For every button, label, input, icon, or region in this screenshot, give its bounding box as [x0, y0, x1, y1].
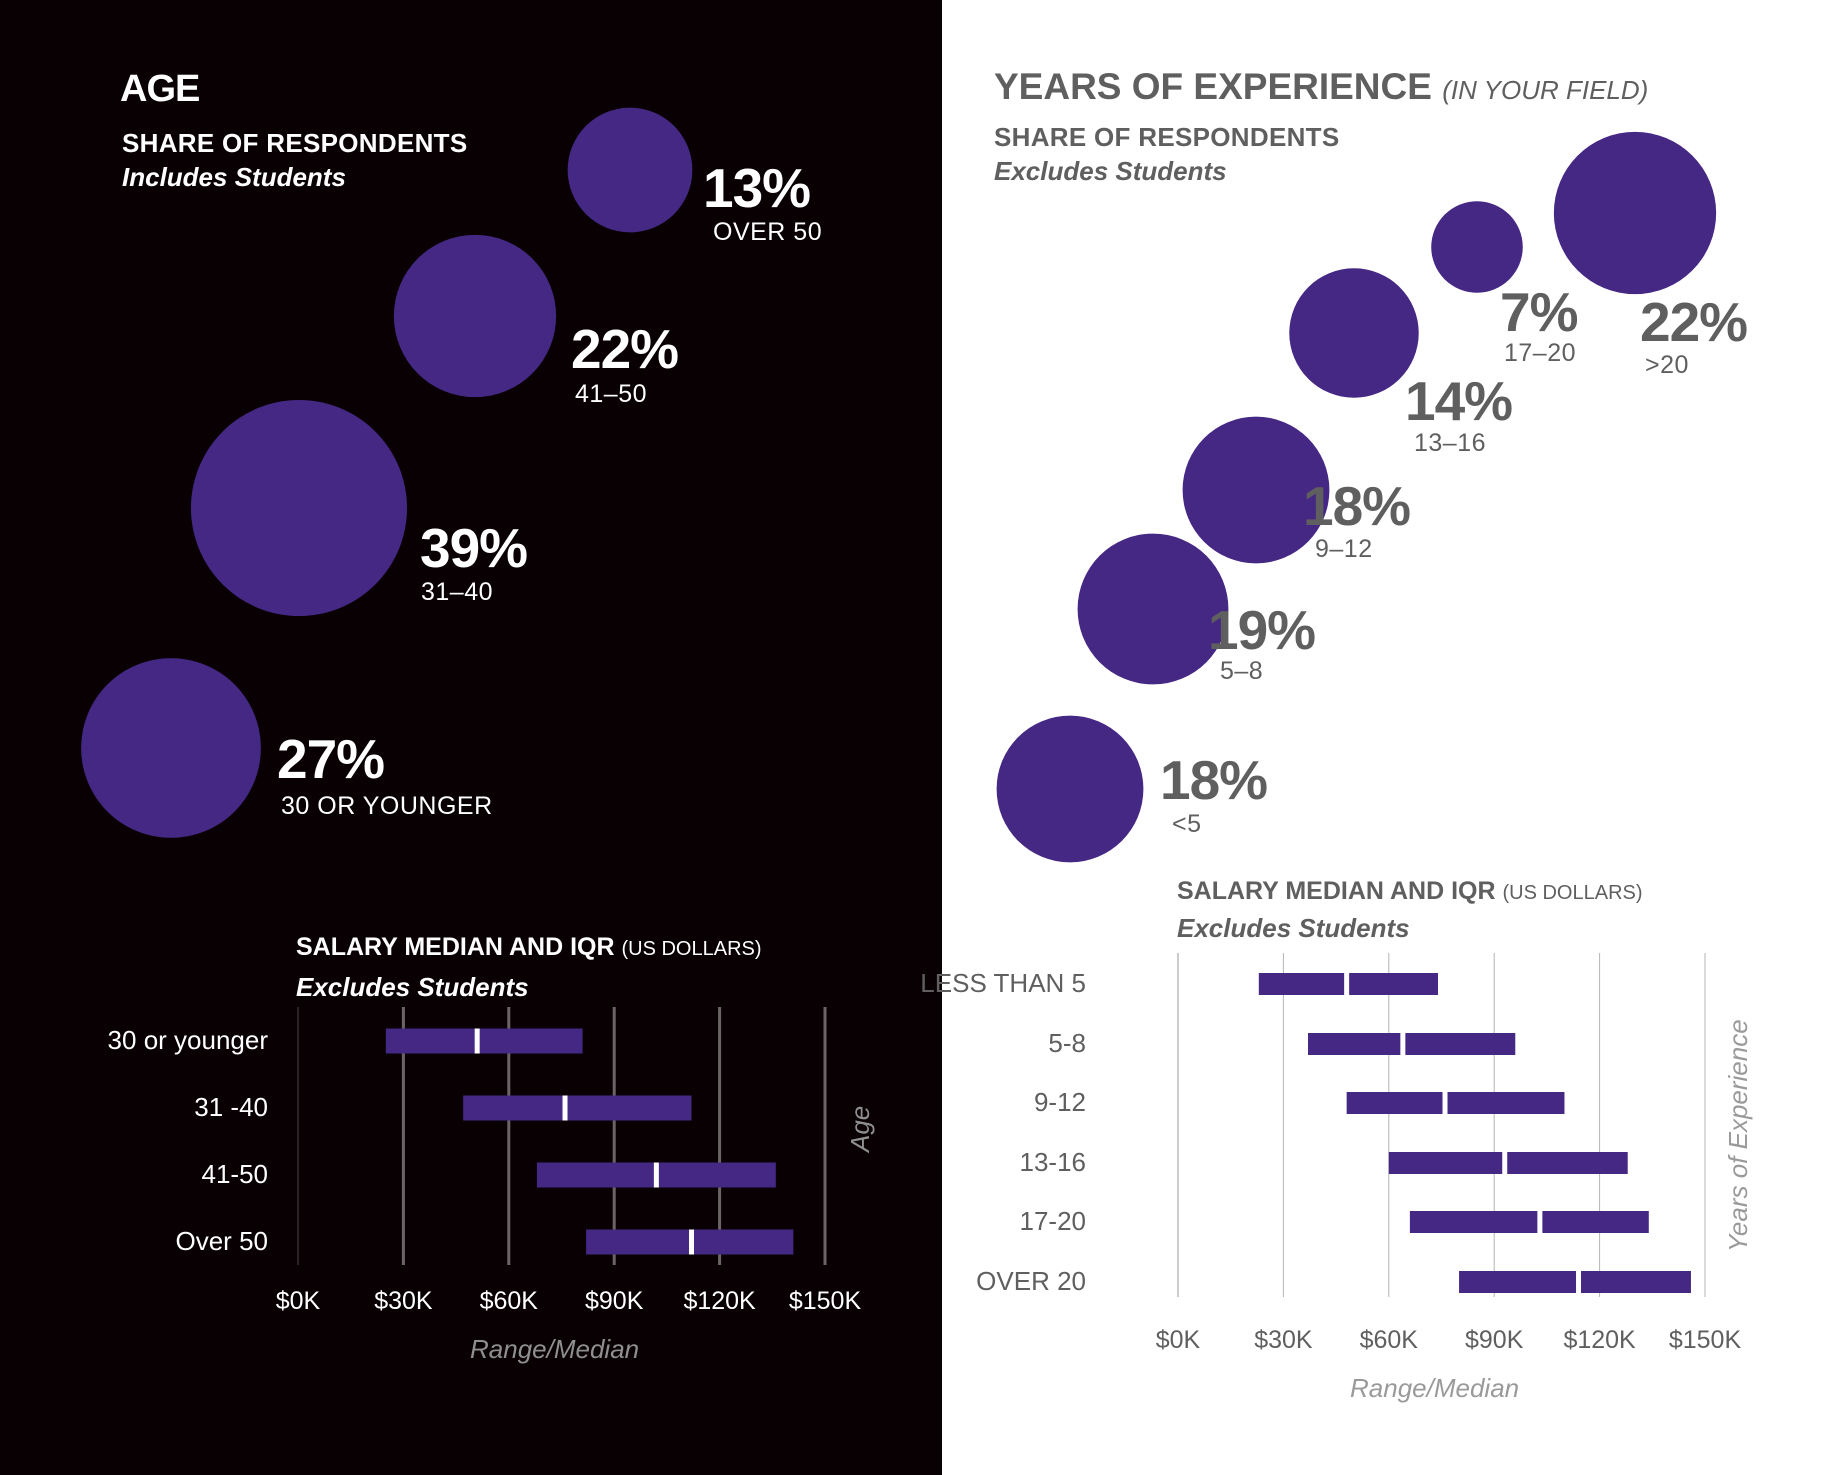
age-bubble-41-50 [393, 234, 557, 398]
age-note: Includes Students [122, 162, 346, 192]
exp-salary-bar-upper [1447, 1092, 1565, 1114]
exp-salary-bar-lower [1307, 1033, 1401, 1055]
age-salary-title-note: (US DOLLARS) [621, 938, 762, 960]
age-label-41-50: 41–50 [575, 380, 648, 408]
age-salary-iqr-bar [385, 1028, 583, 1054]
experience-title-note: (IN YOUR FIELD) [1442, 75, 1649, 105]
exp-bubble-over-20 [1553, 131, 1717, 295]
age-pct-30-or-younger: 27% [277, 728, 385, 790]
exp-label-13-16: 13–16 [1414, 429, 1487, 457]
exp-salary-row-label: 9-12 [1033, 1087, 1086, 1117]
exp-salary-title-main: SALARY MEDIAN AND IQR [1177, 877, 1496, 905]
age-salary-tick-label: $90K [584, 1287, 644, 1315]
age-salary-note: Excludes Students [296, 972, 529, 1002]
age-salary-ylabel: Age [845, 1105, 875, 1152]
exp-salary-row-label: 17-20 [1019, 1206, 1087, 1236]
age-salary-tick-label: $30K [374, 1287, 433, 1315]
age-salary-tick-label: $0K [275, 1287, 321, 1315]
age-label-over-50: OVER 50 [713, 218, 823, 246]
age-bubble-30-or-younger [81, 658, 261, 838]
exp-pct-9-12: 18% [1303, 475, 1411, 537]
age-pct-over-50: 13% [703, 157, 811, 219]
exp-salary-row-label: 13-16 [1019, 1147, 1087, 1177]
age-salary-median-marker [688, 1229, 694, 1255]
exp-salary-bar-lower [1388, 1152, 1503, 1174]
exp-pct-over-20: 22% [1640, 291, 1748, 353]
age-salary-row-label: 30 or younger [107, 1025, 268, 1055]
age-salary-title: SALARY MEDIAN AND IQR (US DOLLARS) [296, 933, 762, 962]
experience-title: YEARS OF EXPERIENCE (IN YOUR FIELD) [994, 66, 1648, 108]
exp-bubble-13-16 [1289, 268, 1419, 398]
exp-pct-5-8: 19% [1208, 599, 1316, 661]
exp-salary-bar-upper [1405, 1033, 1516, 1055]
age-salary-row-label: Over 50 [175, 1226, 269, 1256]
exp-salary-tick-label: $120K [1563, 1326, 1636, 1354]
exp-salary-bar-upper [1542, 1211, 1649, 1233]
age-salary-title-main: SALARY MEDIAN AND IQR [296, 933, 615, 961]
exp-salary-row-label: OVER 20 [976, 1266, 1086, 1296]
exp-pct-less-5: 18% [1160, 749, 1268, 811]
exp-salary-xlabel: Range/Median [1350, 1373, 1520, 1403]
exp-salary-tick-label: $30K [1254, 1326, 1313, 1354]
age-salary-iqr-bar [463, 1095, 692, 1121]
exp-salary-tick-label: $90K [1464, 1326, 1524, 1354]
exp-salary-row-label: 5-8 [1048, 1028, 1086, 1058]
exp-salary-bar-upper [1349, 973, 1438, 995]
exp-salary-tick-label: $60K [1359, 1326, 1418, 1354]
age-salary-tick-label: $60K [479, 1287, 538, 1315]
experience-title-main: YEARS OF EXPERIENCE [994, 66, 1432, 107]
age-subtitle: SHARE OF RESPONDENTS [122, 128, 468, 158]
exp-salary-tick-label: $150K [1668, 1326, 1742, 1354]
age-label-31-40: 31–40 [421, 578, 494, 606]
age-pct-41-50: 22% [571, 318, 679, 380]
age-salary-row-label: 41-50 [201, 1159, 269, 1189]
exp-bubble-9-12 [1182, 416, 1330, 564]
exp-label-over-20: >20 [1645, 351, 1689, 379]
exp-pct-13-16: 14% [1405, 370, 1513, 432]
age-salary-median-marker [562, 1095, 568, 1121]
exp-label-9-12: 9–12 [1315, 535, 1373, 563]
exp-pct-17-20: 7% [1500, 281, 1578, 343]
exp-salary-note: Excludes Students [1177, 913, 1410, 943]
age-salary-tick-label: $120K [683, 1287, 756, 1315]
exp-label-less-5: <5 [1172, 810, 1202, 838]
exp-salary-title: SALARY MEDIAN AND IQR (US DOLLARS) [1177, 877, 1643, 906]
age-salary-median-marker [653, 1162, 659, 1188]
age-salary-tick-label: $150K [788, 1287, 862, 1315]
exp-label-5-8: 5–8 [1220, 657, 1264, 685]
exp-label-17-20: 17–20 [1504, 339, 1577, 367]
exp-bubble-17-20 [1431, 201, 1523, 293]
age-salary-median-marker [474, 1028, 480, 1054]
exp-salary-bar-upper [1507, 1152, 1628, 1174]
age-pct-31-40: 39% [420, 517, 528, 579]
exp-bubble-less-5 [996, 715, 1144, 863]
exp-salary-title-note: (US DOLLARS) [1502, 882, 1643, 904]
age-bubble-over-50 [567, 107, 693, 233]
exp-salary-row-label: LESS THAN 5 [920, 968, 1086, 998]
age-bubble-31-40 [190, 399, 408, 617]
age-label-30-or-younger: 30 OR YOUNGER [281, 792, 493, 820]
exp-salary-bar-lower [1258, 973, 1345, 995]
exp-salary-tick-label: $0K [1155, 1326, 1201, 1354]
exp-bubble-5-8 [1077, 533, 1229, 685]
exp-salary-bar-lower [1409, 1211, 1538, 1233]
age-salary-row-label: 31 -40 [194, 1092, 268, 1122]
age-title: AGE [120, 68, 200, 110]
age-salary-xlabel: Range/Median [470, 1334, 640, 1364]
exp-salary-bar-lower [1459, 1271, 1577, 1293]
exp-salary-ylabel: Years of Experience [1723, 1019, 1753, 1252]
exp-salary-bar-upper [1581, 1271, 1691, 1293]
exp-salary-bar-lower [1346, 1092, 1443, 1114]
experience-subtitle: SHARE OF RESPONDENTS [994, 122, 1340, 152]
experience-note: Excludes Students [994, 156, 1227, 186]
